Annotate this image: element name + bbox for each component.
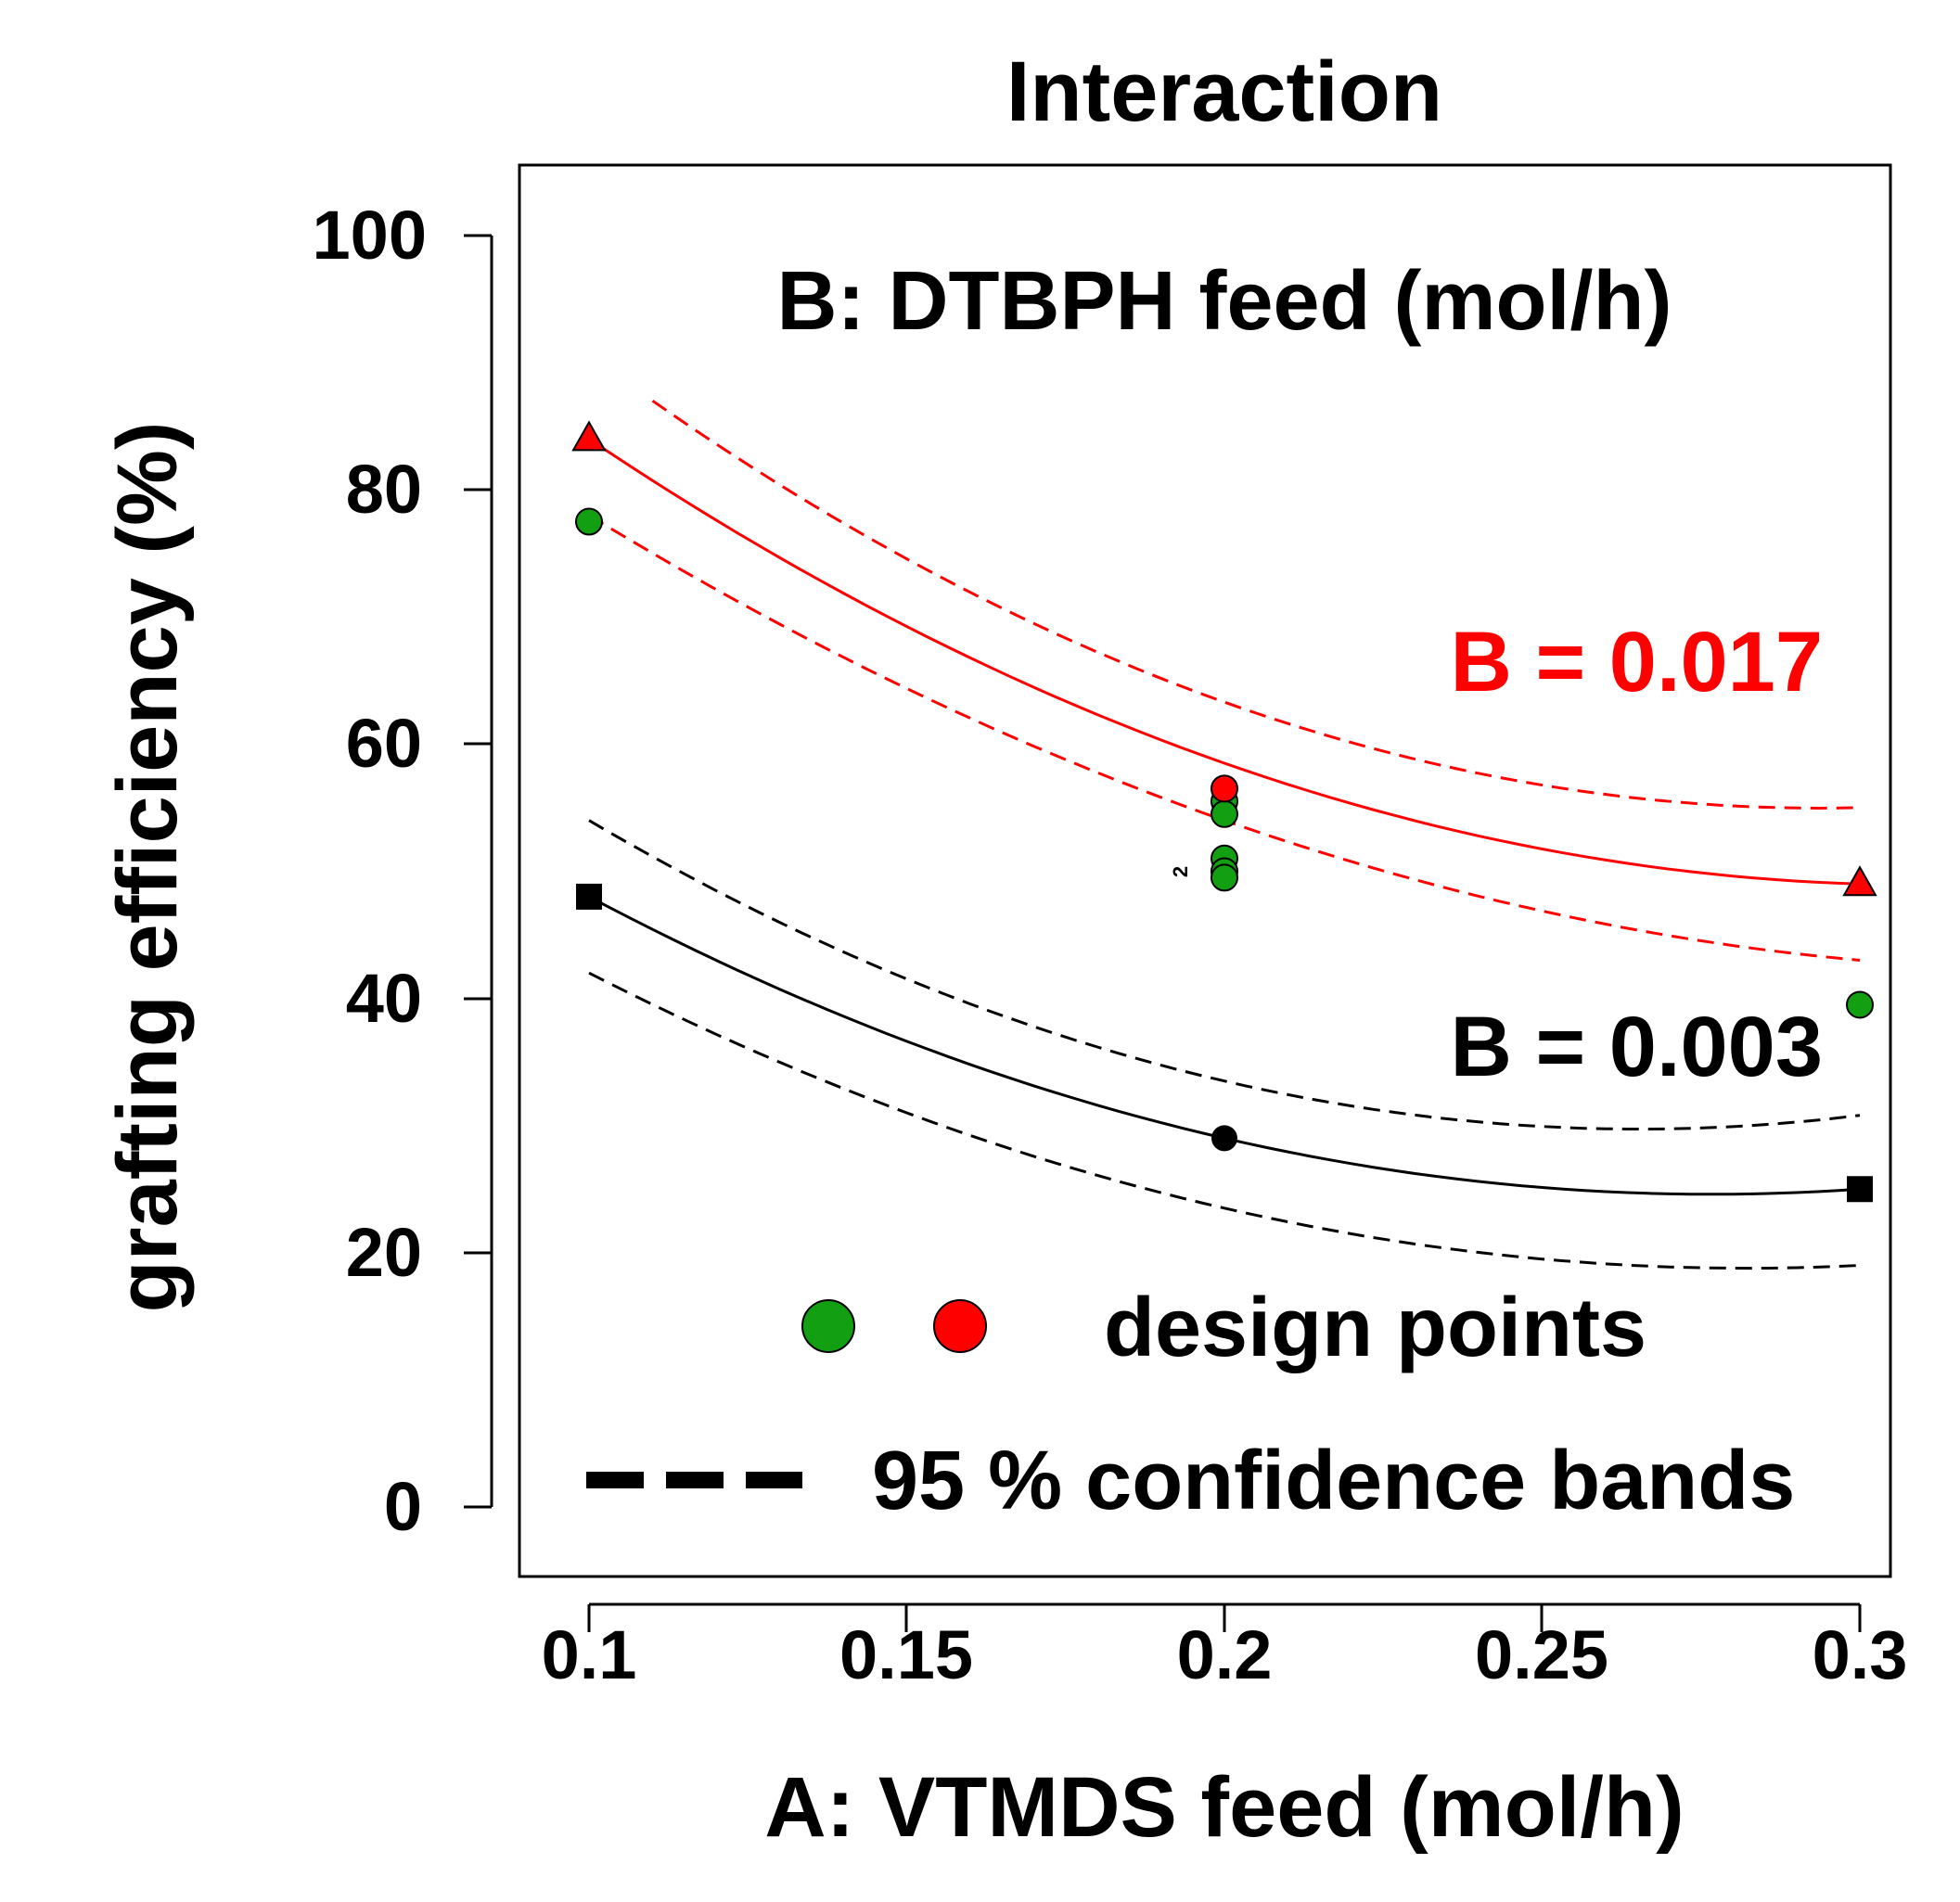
y-tick-label-0: 0	[384, 1468, 422, 1545]
y-tick-80: 80	[346, 451, 492, 528]
x-axis-ticks: 0.1 0.15 0.2 0.25 0.3	[542, 1604, 1908, 1693]
y-tick-label-40: 40	[346, 960, 422, 1037]
y-axis-ticks: 0 20 40 60 80 100	[313, 197, 492, 1545]
y-axis-title: grafting efficiency (%)	[100, 421, 195, 1312]
overlap-count-label: 2	[1169, 866, 1192, 877]
series-layer	[588, 399, 1861, 1270]
legend-design-points-label: design points	[1104, 1282, 1646, 1374]
design-point-7	[1846, 990, 1874, 1019]
series-1-lower-band	[588, 971, 1861, 1270]
x-tick-label-0.15: 0.15	[839, 1616, 973, 1693]
y-tick-label-100: 100	[313, 197, 427, 274]
y-tick-label-20: 20	[346, 1214, 422, 1291]
x-tick-0.3: 0.3	[1813, 1604, 1908, 1693]
chart-title: Interaction	[1006, 45, 1442, 139]
series-0-marker-1	[1842, 865, 1877, 897]
legend: design points 95 % confidence bands	[586, 1282, 1795, 1527]
series-1-marker-0	[576, 883, 602, 910]
x-tick-label-0.25: 0.25	[1475, 1616, 1608, 1693]
design-point-2	[1211, 799, 1238, 828]
x-tick-label-0.1: 0.1	[542, 1616, 637, 1693]
series-label-b-high: B = 0.017	[1450, 615, 1823, 709]
design-point-0	[575, 507, 603, 536]
x-tick-0.15: 0.15	[839, 1604, 973, 1693]
factor-b-label: B: DTBPH feed (mol/h)	[777, 255, 1672, 348]
x-tick-0.2: 0.2	[1177, 1604, 1273, 1693]
y-tick-label-80: 80	[346, 451, 422, 528]
plot-area-frame	[518, 163, 1892, 1578]
y-tick-label-60: 60	[346, 705, 422, 782]
x-tick-label-0.2: 0.2	[1177, 1616, 1273, 1693]
x-tick-0.25: 0.25	[1475, 1604, 1608, 1693]
design-point-6	[1211, 774, 1238, 803]
series-1-marker-2	[1847, 1176, 1873, 1203]
y-tick-20: 20	[346, 1214, 492, 1291]
series-label-b-low: B = 0.003	[1450, 1000, 1823, 1094]
design-point-5	[1211, 863, 1238, 892]
x-tick-0.1: 0.1	[542, 1604, 637, 1693]
design-points-layer	[571, 420, 1877, 1203]
y-tick-100: 100	[313, 197, 492, 274]
y-tick-0: 0	[384, 1468, 492, 1545]
x-axis-title: A: VTMDS feed (mol/h)	[764, 1760, 1685, 1855]
x-tick-label-0.3: 0.3	[1813, 1616, 1908, 1693]
series-0-upper-band	[651, 399, 1861, 811]
series-0-lower-band	[588, 514, 1861, 962]
y-tick-60: 60	[346, 705, 492, 782]
series-0-marker-0	[571, 420, 607, 452]
legend-red-marker	[933, 1299, 987, 1353]
series-0-fit-line	[588, 438, 1861, 886]
y-tick-40: 40	[346, 960, 492, 1037]
series-1-upper-band	[588, 819, 1861, 1130]
legend-green-marker	[801, 1299, 855, 1353]
series-1-marker-1	[1211, 1125, 1237, 1152]
legend-bands-label: 95 % confidence bands	[872, 1435, 1795, 1527]
